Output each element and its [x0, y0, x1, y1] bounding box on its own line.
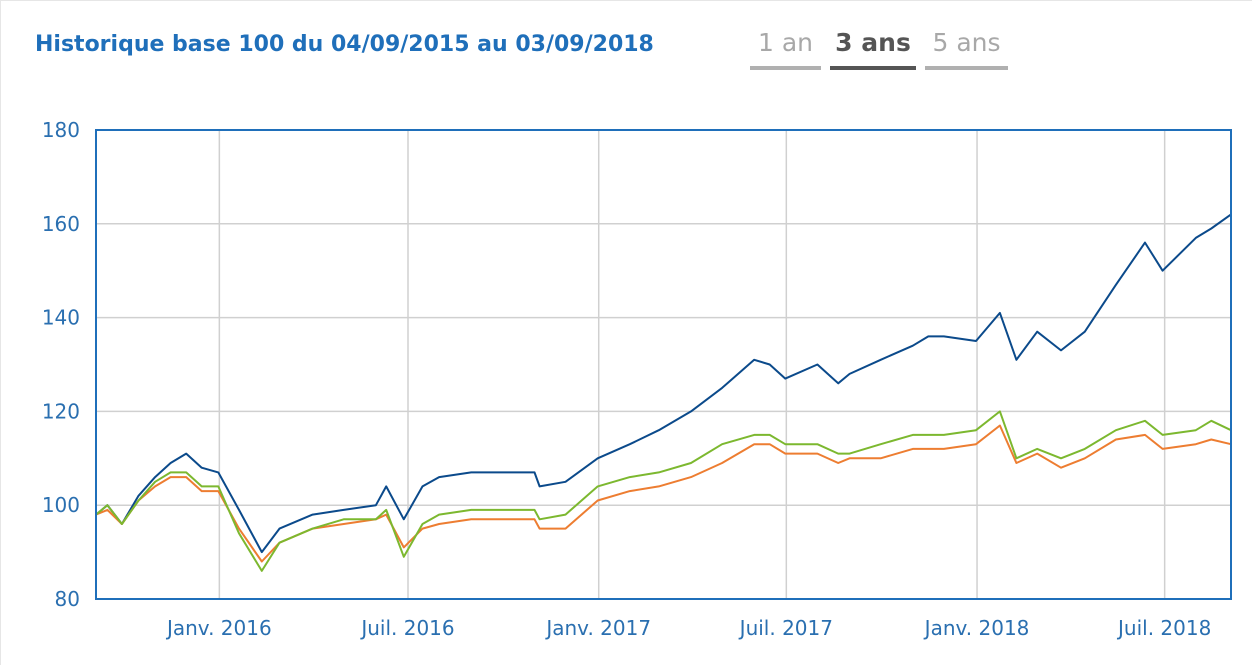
series-line-3 [95, 410, 1232, 572]
x-tick-label: Juil. 2017 [738, 616, 833, 640]
chart-title: Historique base 100 du 04/09/2015 au 03/… [35, 32, 654, 57]
series-line-2 [95, 424, 1232, 563]
tab-5-ans[interactable]: 5 ans [925, 28, 1008, 70]
y-tick-label: 180 [42, 118, 80, 142]
y-tick-label: 160 [42, 212, 80, 236]
x-axis-ticks: Janv. 2016 Juil. 2016 Janv. 2017 Juil. 2017… [165, 616, 1211, 640]
tab-1-an[interactable]: 1 an [750, 28, 821, 70]
y-tick-label: 140 [42, 306, 80, 330]
x-tick-label: Juil. 2018 [1116, 616, 1211, 640]
x-tick-label: Janv. 2017 [544, 616, 651, 640]
grid-lines [96, 130, 1231, 599]
y-tick-label: 80 [55, 587, 80, 611]
x-tick-label: Janv. 2018 [923, 616, 1030, 640]
x-tick-label: Janv. 2016 [165, 616, 272, 640]
series-lines [95, 213, 1232, 572]
plot-border [95, 129, 1232, 600]
series-line-1 [95, 213, 1232, 554]
y-tick-label: 100 [42, 493, 80, 517]
y-tick-label: 120 [42, 399, 80, 423]
x-tick-label: Juil. 2016 [359, 616, 454, 640]
y-axis-ticks: 80 100 120 140 160 180 [42, 118, 80, 611]
tab-3-ans[interactable]: 3 ans [830, 28, 916, 70]
